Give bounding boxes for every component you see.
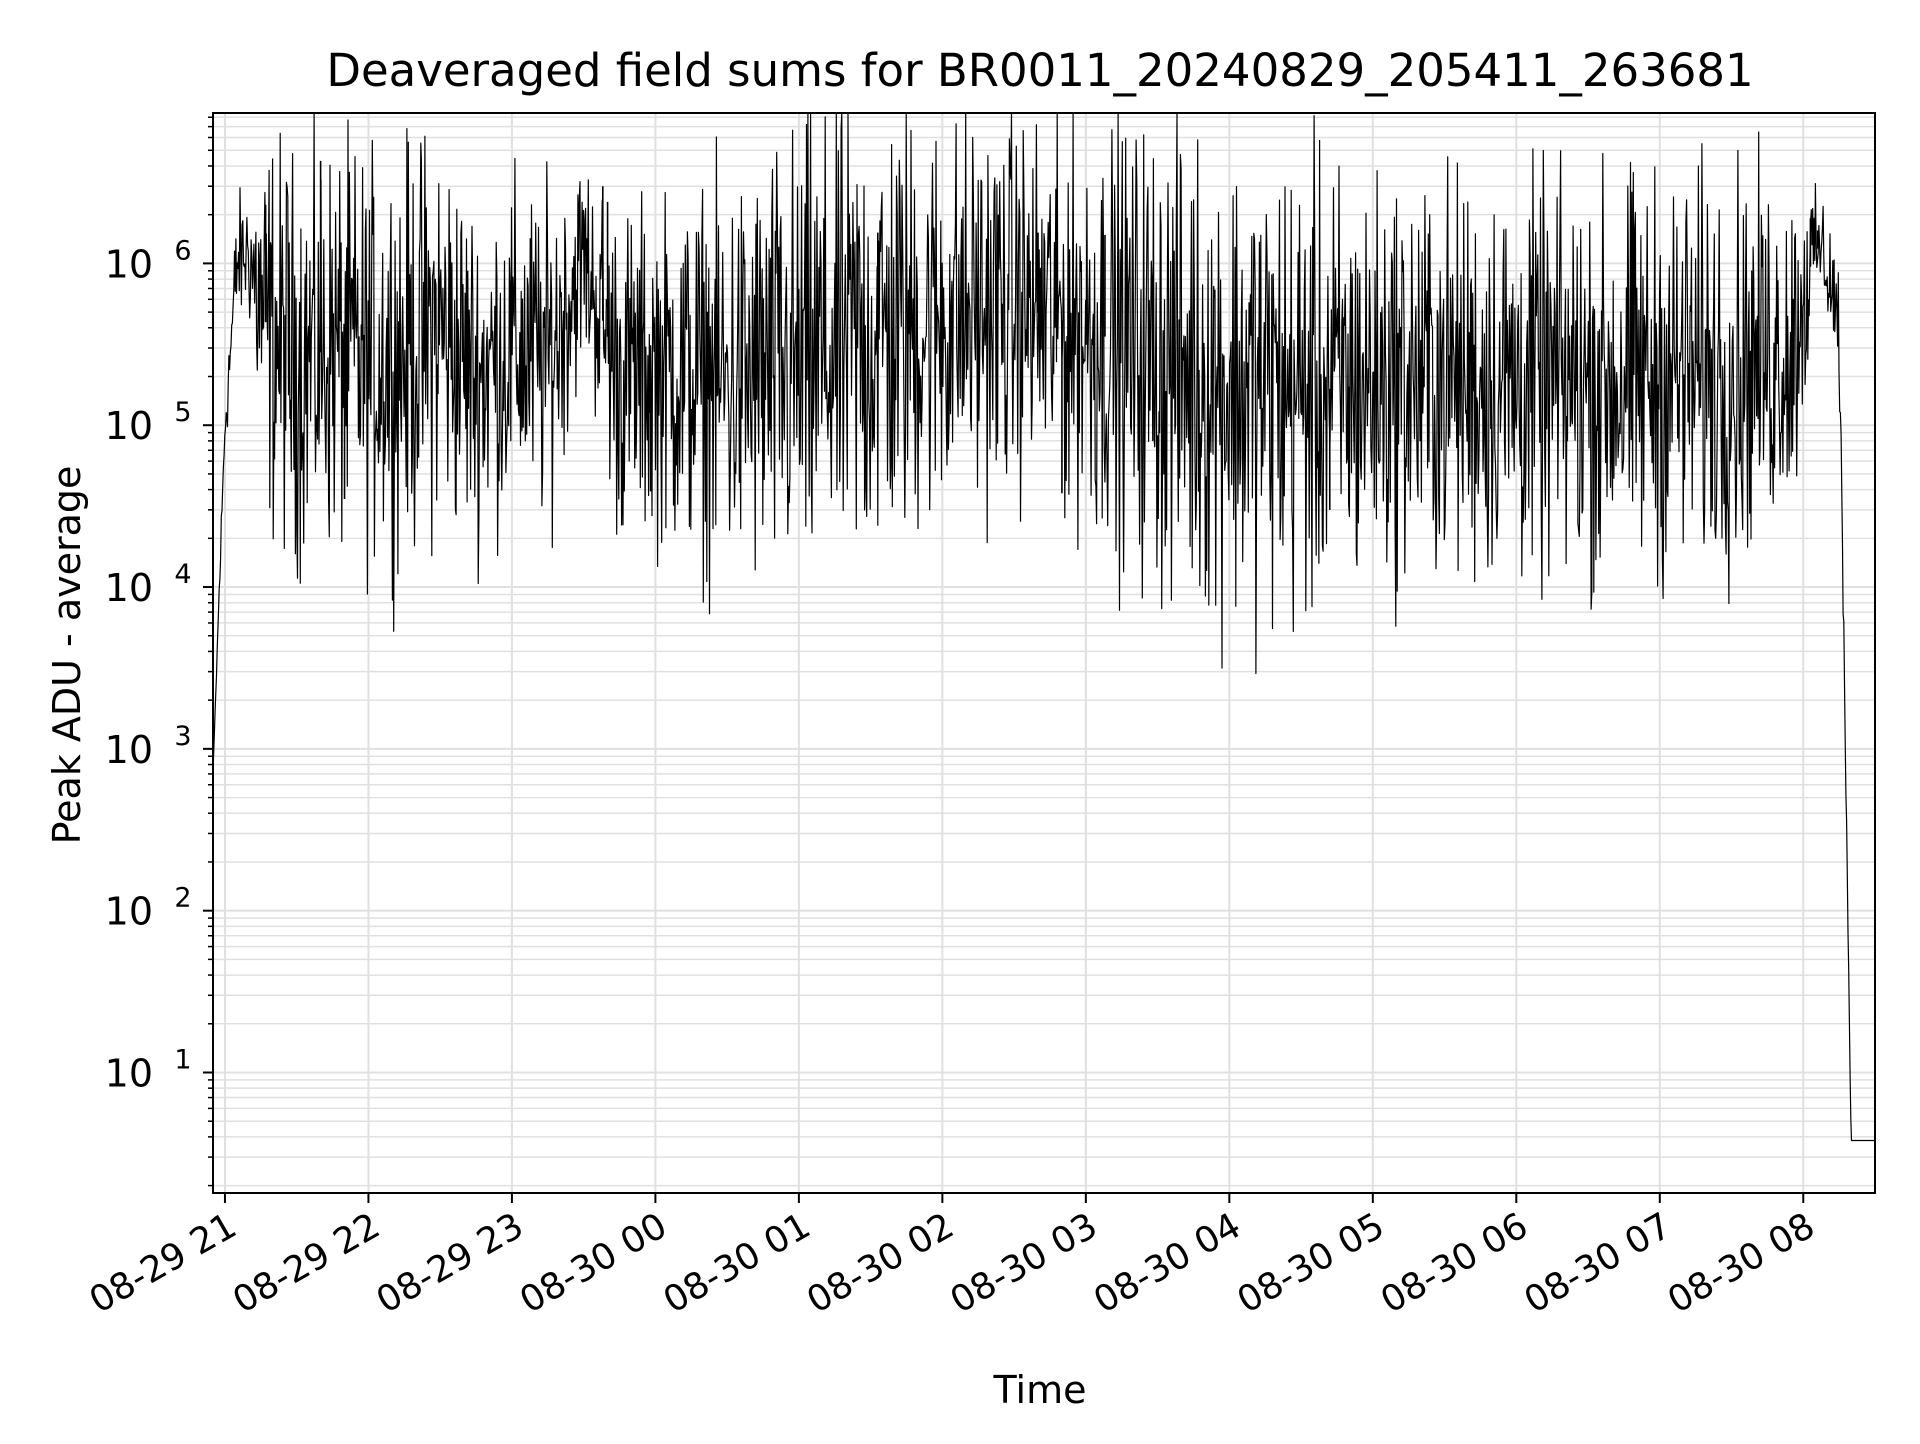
y-tick-label: 10 xyxy=(105,404,153,448)
y-tick-label-exponent: 6 xyxy=(174,235,191,266)
y-tick-label-exponent: 4 xyxy=(174,559,191,590)
y-tick-label-exponent: 1 xyxy=(174,1044,191,1075)
x-axis-label: Time xyxy=(993,1368,1087,1412)
y-tick-label-exponent: 3 xyxy=(174,721,191,752)
y-tick-label: 10 xyxy=(105,566,153,610)
y-tick-label: 10 xyxy=(105,1051,153,1095)
plot-frame xyxy=(212,112,1876,1194)
chart-title: Deaveraged field sums for BR0011_2024082… xyxy=(326,44,1753,97)
y-tick-label: 10 xyxy=(105,242,153,286)
series-line xyxy=(212,112,1875,1142)
y-tick-label: 10 xyxy=(105,890,153,934)
data-series xyxy=(212,112,1875,1142)
y-tick-label-exponent: 2 xyxy=(174,883,191,914)
y-tick-label-exponent: 5 xyxy=(174,397,191,428)
grid xyxy=(213,113,1875,1193)
y-axis-label: Peak ADU - average xyxy=(45,466,89,845)
y-tick-label: 10 xyxy=(105,728,153,772)
